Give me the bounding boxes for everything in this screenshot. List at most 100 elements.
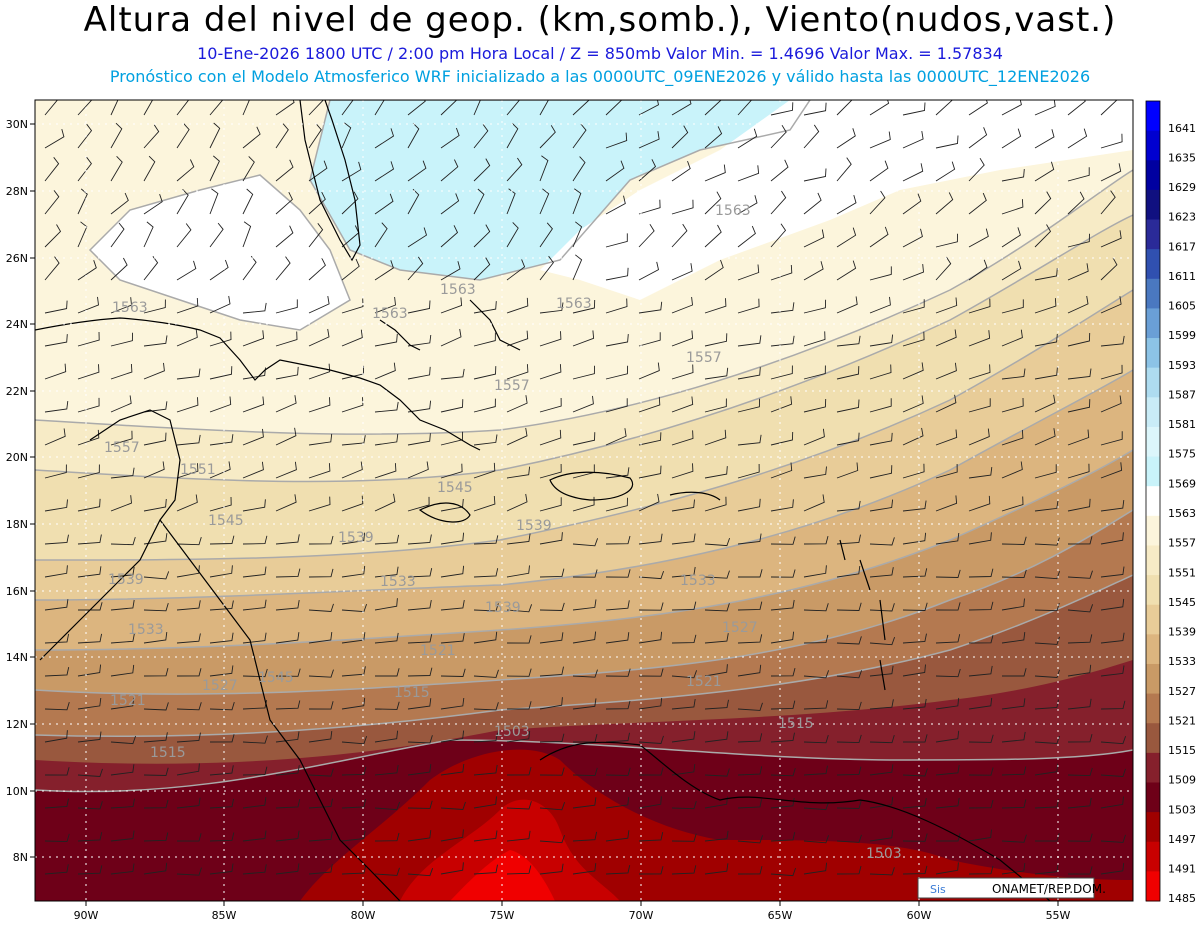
wind-barb	[1034, 669, 1060, 678]
wind-barb	[935, 297, 958, 314]
wind-barb	[275, 299, 298, 314]
wind-barb	[737, 264, 760, 281]
wind-barb	[803, 634, 829, 644]
wind-barb	[638, 199, 661, 215]
wind-barb	[968, 829, 992, 842]
wind-barb	[605, 830, 630, 842]
wind-barb	[770, 499, 794, 512]
wind-barb	[935, 135, 959, 149]
wind-barb	[902, 865, 928, 875]
wind-barb	[110, 664, 135, 677]
wind-barb	[671, 364, 694, 380]
wind-barb	[209, 863, 234, 875]
wind-barb	[572, 330, 595, 347]
wind-barb	[1100, 431, 1123, 446]
wind-barb	[374, 433, 399, 446]
wind-barb	[176, 463, 199, 479]
wind-barb	[737, 533, 762, 545]
wind-barb	[44, 128, 65, 149]
wind-barb	[275, 395, 297, 413]
colorbar-label: 1569	[1168, 477, 1196, 490]
wind-barb	[770, 365, 793, 380]
wind-barb	[803, 192, 822, 215]
colorbar-label: 1587	[1168, 388, 1196, 401]
wind-barb	[77, 768, 103, 777]
wind-barb	[671, 263, 693, 281]
wind-barb	[176, 867, 202, 876]
wind-barb	[869, 364, 892, 380]
wind-barb	[638, 767, 664, 776]
wind-barb	[308, 798, 333, 809]
wind-barb	[1100, 566, 1125, 578]
wind-barb	[968, 568, 994, 578]
wind-barb	[308, 257, 326, 281]
wind-barb	[1034, 636, 1060, 645]
wind-barb	[968, 100, 988, 116]
wind-barb	[539, 834, 566, 844]
wind-barb	[539, 802, 566, 811]
wind-barb	[44, 599, 69, 611]
wind-barb	[803, 229, 825, 248]
wind-barb	[1001, 128, 1022, 149]
wind-barb	[704, 191, 722, 215]
colorbar-label: 1641	[1168, 122, 1196, 135]
wind-barb	[704, 570, 730, 579]
wind-barb	[440, 633, 465, 644]
wind-barb	[836, 260, 857, 281]
wind-barb	[506, 493, 528, 512]
wind-barb	[539, 155, 549, 182]
wind-barb	[605, 632, 630, 644]
latitude-axis: 30N 28N 26N 24N 22N 20N 18N 16N 14N 12N …	[6, 118, 28, 864]
wind-barb	[341, 191, 359, 215]
contour-label: 1533	[380, 574, 416, 590]
wind-barb	[341, 397, 364, 413]
wind-barb	[869, 603, 895, 612]
contour-label: 1539	[485, 600, 521, 616]
contour-label: 1557	[104, 440, 140, 456]
wind-barb	[506, 730, 531, 743]
contour-label: 1545	[437, 480, 473, 496]
wind-barb	[572, 599, 597, 611]
wind-barb	[836, 670, 863, 679]
wind-barb	[473, 603, 499, 612]
wind-barb	[770, 599, 795, 611]
wind-barb	[836, 335, 861, 347]
wind-barb	[737, 835, 764, 844]
wind-barb	[1067, 295, 1089, 314]
wind-barb	[341, 258, 360, 281]
wind-barb	[836, 128, 856, 149]
wind-barb	[44, 499, 68, 512]
contour-label: 1563	[440, 282, 476, 298]
wind-barb	[242, 396, 265, 413]
wind-barb	[110, 222, 125, 248]
wind-barb	[1067, 698, 1092, 710]
wind-barb	[176, 833, 202, 842]
contour-label: 1515	[150, 745, 186, 761]
wind-barb	[968, 259, 988, 281]
contour-label: 1557	[686, 350, 722, 366]
wind-barb	[836, 865, 862, 875]
wind-barb	[44, 565, 68, 578]
wind-barb	[1067, 429, 1090, 446]
wind-barb	[242, 428, 264, 446]
wind-barb	[407, 300, 431, 314]
wind-barb	[869, 796, 894, 809]
wind-barb	[968, 127, 988, 149]
wind-barb	[704, 164, 726, 182]
wind-barb	[374, 764, 399, 776]
wind-barb	[539, 697, 563, 710]
wind-barb	[638, 631, 663, 644]
wind-barb	[902, 395, 924, 413]
wind-barb	[770, 159, 789, 182]
wind-barb	[803, 494, 825, 512]
wind-barb	[1067, 536, 1093, 545]
wind-barb	[506, 604, 533, 613]
wind-barb	[638, 570, 665, 580]
wind-barb	[44, 363, 67, 380]
wind-barb	[638, 832, 664, 842]
colorbar-label: 1503	[1168, 803, 1196, 816]
wind-barb	[308, 831, 333, 842]
wind-barb	[638, 796, 662, 809]
wind-barb	[803, 565, 827, 578]
colorbar-label: 1557	[1168, 537, 1196, 550]
